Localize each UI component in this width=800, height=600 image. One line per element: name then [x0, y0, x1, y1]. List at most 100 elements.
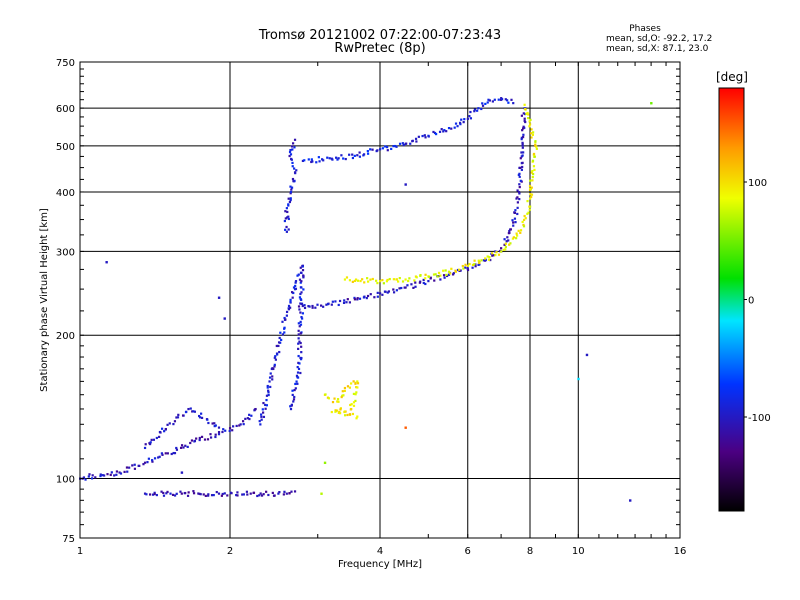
data-point: [190, 439, 194, 442]
data-point: [308, 305, 311, 308]
data-point: [534, 140, 537, 143]
data-point: [182, 446, 185, 449]
data-point: [294, 281, 297, 284]
data-point: [277, 344, 280, 348]
data-point: [442, 269, 445, 272]
data-point: [447, 270, 451, 273]
data-point: [146, 461, 149, 464]
data-point: [376, 149, 379, 152]
data-point: [330, 303, 333, 306]
data-point: [293, 138, 297, 141]
data-point: [405, 142, 408, 145]
data-point: [206, 418, 209, 421]
data-point: [286, 210, 289, 214]
data-point: [500, 247, 503, 250]
data-point: [424, 273, 427, 276]
data-point: [481, 104, 485, 107]
x-tick-label: 8: [527, 546, 533, 557]
data-point: [88, 473, 91, 476]
data-point: [281, 333, 284, 336]
data-point: [287, 197, 290, 200]
data-point: [288, 200, 292, 204]
data-point: [488, 99, 491, 102]
data-point: [520, 168, 523, 171]
data-point: [506, 236, 509, 239]
data-point: [299, 320, 302, 323]
data-point: [299, 302, 302, 305]
data-point: [443, 129, 446, 132]
data-point: [371, 277, 374, 281]
data-point: [401, 280, 405, 283]
data-point: [209, 433, 212, 436]
data-point: [198, 436, 201, 440]
data-point: [145, 493, 148, 496]
data-point: [118, 471, 121, 474]
data-point: [278, 350, 281, 354]
data-point: [275, 344, 278, 348]
data-point: [414, 281, 417, 284]
data-point: [285, 314, 288, 317]
data-point: [91, 474, 94, 477]
data-point: [516, 201, 519, 204]
data-point: [138, 464, 141, 467]
data-point: [226, 494, 229, 497]
data-point: [351, 153, 354, 156]
data-point: [155, 436, 158, 440]
data-point: [293, 167, 296, 170]
data-point: [531, 175, 534, 179]
data-point: [344, 157, 347, 161]
data-point: [273, 365, 276, 368]
data-point: [517, 190, 521, 194]
data-point: [296, 376, 299, 379]
data-point: [152, 438, 155, 441]
data-point: [256, 494, 259, 498]
data-point: [366, 152, 370, 155]
data-point: [217, 433, 221, 436]
isolated-point: [404, 183, 407, 186]
y-tick-label: 100: [56, 475, 75, 486]
data-point: [352, 392, 356, 396]
data-point: [175, 448, 179, 451]
data-point: [520, 151, 523, 154]
data-point: [259, 492, 262, 495]
data-point: [437, 274, 440, 278]
data-point: [245, 490, 249, 493]
data-point: [266, 386, 269, 389]
data-point: [478, 261, 481, 264]
data-point: [343, 410, 346, 414]
data-point: [300, 291, 303, 294]
data-point: [311, 160, 314, 163]
data-point: [160, 490, 163, 493]
data-point: [341, 394, 344, 397]
data-point: [353, 154, 356, 157]
data-point: [515, 232, 518, 235]
data-point: [362, 296, 366, 299]
data-point: [358, 151, 361, 154]
trace-group: [343, 103, 538, 285]
data-point: [366, 277, 369, 280]
data-point: [294, 387, 297, 390]
data-point: [260, 494, 264, 497]
data-point: [473, 259, 476, 262]
data-point: [392, 278, 395, 281]
data-point: [336, 158, 339, 161]
data-point: [532, 165, 536, 168]
data-point: [466, 267, 469, 270]
data-point: [170, 452, 173, 456]
data-point: [214, 435, 217, 439]
data-point: [422, 281, 425, 285]
data-point: [244, 417, 247, 420]
data-point: [291, 148, 294, 151]
data-point: [415, 140, 418, 143]
data-point: [293, 395, 296, 399]
data-point: [265, 398, 268, 402]
data-point: [99, 474, 102, 478]
data-point: [376, 281, 379, 285]
data-point: [274, 358, 277, 361]
data-point: [307, 305, 310, 308]
data-point: [521, 161, 524, 164]
data-point: [331, 300, 334, 303]
data-point: [285, 225, 288, 229]
data-point: [203, 438, 207, 441]
data-point: [316, 303, 319, 306]
